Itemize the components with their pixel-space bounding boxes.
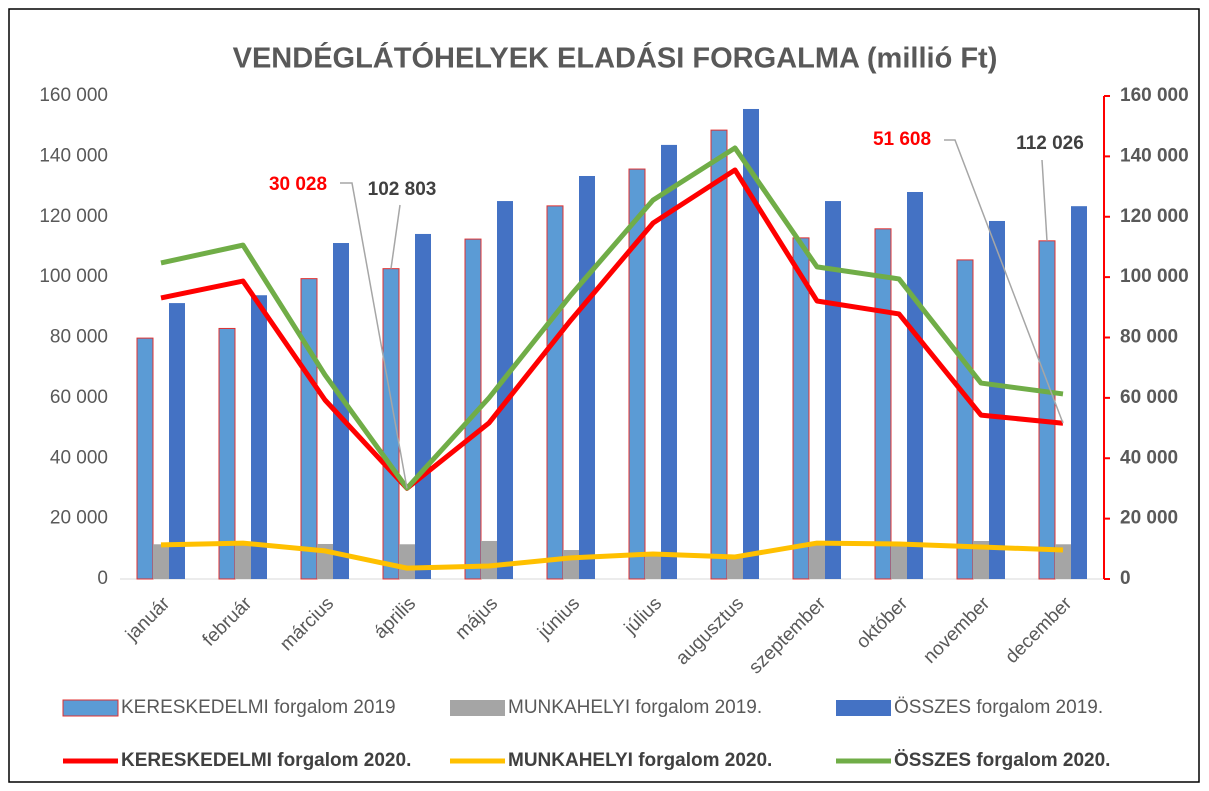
y2-tick-label: 120 000 [1120, 206, 1189, 227]
bar [628, 168, 646, 580]
bar [645, 554, 661, 579]
bar [907, 191, 923, 579]
bar [1038, 240, 1056, 580]
data-label: 112 026 [1016, 133, 1084, 154]
bar [743, 108, 759, 579]
bar [825, 201, 841, 580]
bar [710, 129, 728, 580]
bar [218, 327, 236, 580]
line [160, 167, 1064, 491]
data-label: 102 803 [368, 179, 437, 200]
y2-tick-label: 40 000 [1120, 447, 1178, 468]
bar [874, 228, 892, 580]
bar [235, 542, 251, 579]
bar [382, 268, 400, 580]
legend-label: KERESKEDELMI forgalom 2020. [121, 750, 411, 771]
bar [546, 205, 564, 580]
y-tick-label: 120 000 [39, 206, 108, 227]
y2-tick-label: 20 000 [1120, 508, 1178, 529]
bar [809, 542, 825, 579]
leader-line [390, 204, 401, 269]
line [160, 540, 1064, 571]
y-tick-label: 60 000 [50, 387, 108, 408]
bar [481, 540, 497, 579]
bar [661, 144, 677, 579]
bar [153, 544, 169, 579]
y-tick-label: 160 000 [39, 85, 108, 106]
y-tick-label: 100 000 [39, 266, 108, 287]
legend-label: MUNKAHELYI forgalom 2019. [508, 697, 762, 718]
bar [973, 540, 989, 579]
legend-label: ÖSSZES forgalom 2020. [894, 750, 1110, 771]
legend-label: ÖSSZES forgalom 2019. [894, 697, 1103, 718]
line [160, 145, 1064, 491]
y2-tick-label: 60 000 [1120, 387, 1178, 408]
leader-line [340, 182, 408, 489]
legend-swatch [450, 700, 505, 716]
chart-border [8, 8, 1200, 783]
bar [415, 233, 431, 579]
y-tick-label: 40 000 [50, 447, 108, 468]
chart-title: VENDÉGLÁTÓHELYEK ELADÁSI FORGALMA (milli… [233, 41, 998, 75]
y2-tick-label: 140 000 [1120, 145, 1189, 166]
bar [792, 237, 810, 580]
bar [989, 220, 1005, 579]
y-tick-label: 20 000 [50, 508, 108, 529]
legend-label: MUNKAHELYI forgalom 2020. [508, 750, 772, 771]
bar [169, 303, 185, 579]
y-tick-label: 0 [97, 568, 108, 589]
data-label: 30 028 [269, 174, 327, 195]
bar [727, 554, 743, 579]
bar [956, 259, 974, 580]
bar [333, 243, 349, 579]
bar [136, 337, 154, 580]
y-tick-label: 140 000 [39, 145, 108, 166]
legend-swatch [836, 700, 891, 716]
bar [563, 550, 579, 579]
y2-tick-label: 0 [1120, 568, 1131, 589]
bar [300, 278, 318, 580]
bar [497, 201, 513, 580]
y2-tick-label: 160 000 [1120, 85, 1189, 106]
bar [251, 295, 267, 579]
bar [579, 175, 595, 579]
bar [1055, 544, 1071, 579]
legend-swatch [62, 699, 119, 717]
y2-tick-label: 100 000 [1120, 266, 1189, 287]
legend-label: KERESKEDELMI forgalom 2019 [121, 697, 396, 718]
data-label: 51 608 [873, 129, 931, 150]
bar [399, 544, 415, 579]
bar [1071, 206, 1087, 579]
bar [891, 542, 907, 579]
y2-tick-label: 80 000 [1120, 327, 1178, 348]
leader-line [1041, 159, 1048, 241]
y-tick-label: 80 000 [50, 327, 108, 348]
leader-line [944, 139, 1064, 424]
